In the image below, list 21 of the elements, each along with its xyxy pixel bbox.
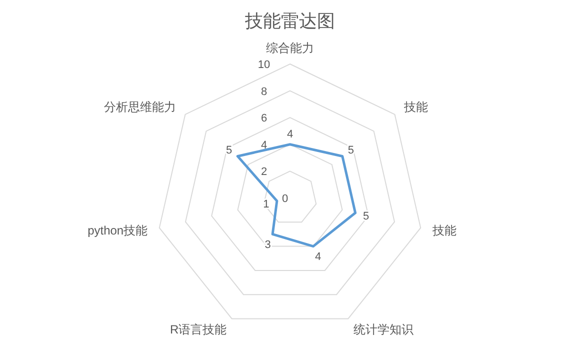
spoke-label: 技能 — [431, 224, 456, 238]
spoke-label: R语言技能 — [170, 322, 227, 337]
data-label: 5 — [226, 144, 232, 156]
data-label: 4 — [314, 251, 322, 264]
y-tick-label: 6 — [260, 112, 268, 125]
spoke-label: 分析思维能力 — [104, 100, 176, 114]
data-label: 1 — [263, 198, 270, 210]
y-tick-label: 0 — [282, 193, 288, 205]
data-label: 3 — [264, 239, 271, 252]
y-tick-label: 4 — [260, 139, 268, 152]
spoke-label: python技能 — [88, 224, 148, 238]
y-tick-label: 8 — [260, 86, 268, 98]
data-label: 5 — [362, 210, 370, 222]
y-tick-label: 2 — [260, 166, 268, 178]
spoke-label: 综合能力 — [266, 40, 314, 55]
y-tick-label: 10 — [258, 59, 270, 71]
data-label: 5 — [348, 144, 354, 156]
spoke-label: 统计学知识 — [353, 322, 414, 337]
chart-title: 技能雷达图 — [244, 11, 335, 31]
data-label: 4 — [286, 128, 294, 140]
spoke-label: 技能 — [403, 100, 428, 114]
